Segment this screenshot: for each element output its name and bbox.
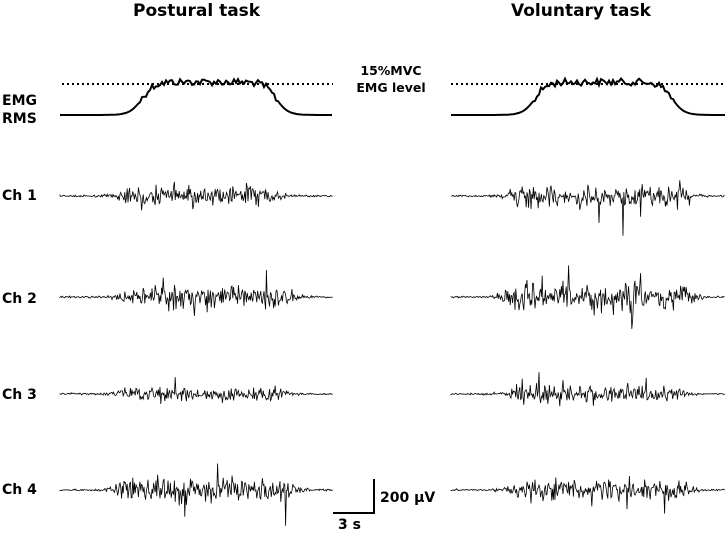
voluntary-task-title: Voluntary task [511,1,651,21]
threshold-label-line2: EMG level [356,80,426,95]
raw-emg-ch1-voluntary [451,180,725,236]
rms-trace-postural [60,77,332,116]
raw-emg-ch3-postural [59,377,333,405]
scale-bar [333,479,375,514]
emg-rms-label-line2: RMS [2,111,37,127]
raw-emg-ch3-voluntary [450,372,725,407]
emg-rms-label-line1: EMG [2,93,37,109]
ch4-label: Ch 4 [2,482,37,498]
amplitude-scale-label: 200 μV [380,490,436,506]
ch3-label: Ch 3 [2,387,37,403]
time-scale-label: 3 s [338,517,361,533]
raw-emg-ch4-voluntary [450,475,725,514]
raw-emg-ch2-postural [59,269,333,317]
rms-trace-voluntary [451,76,725,116]
threshold-label-line1: 15%MVC [360,63,422,78]
raw-emg-ch2-voluntary [450,265,725,329]
raw-emg-ch1-postural [59,181,333,211]
ch1-label: Ch 1 [2,188,37,204]
ch2-label: Ch 2 [2,291,37,307]
postural-task-title: Postural task [133,1,261,21]
raw-emg-ch4-postural [59,463,333,526]
